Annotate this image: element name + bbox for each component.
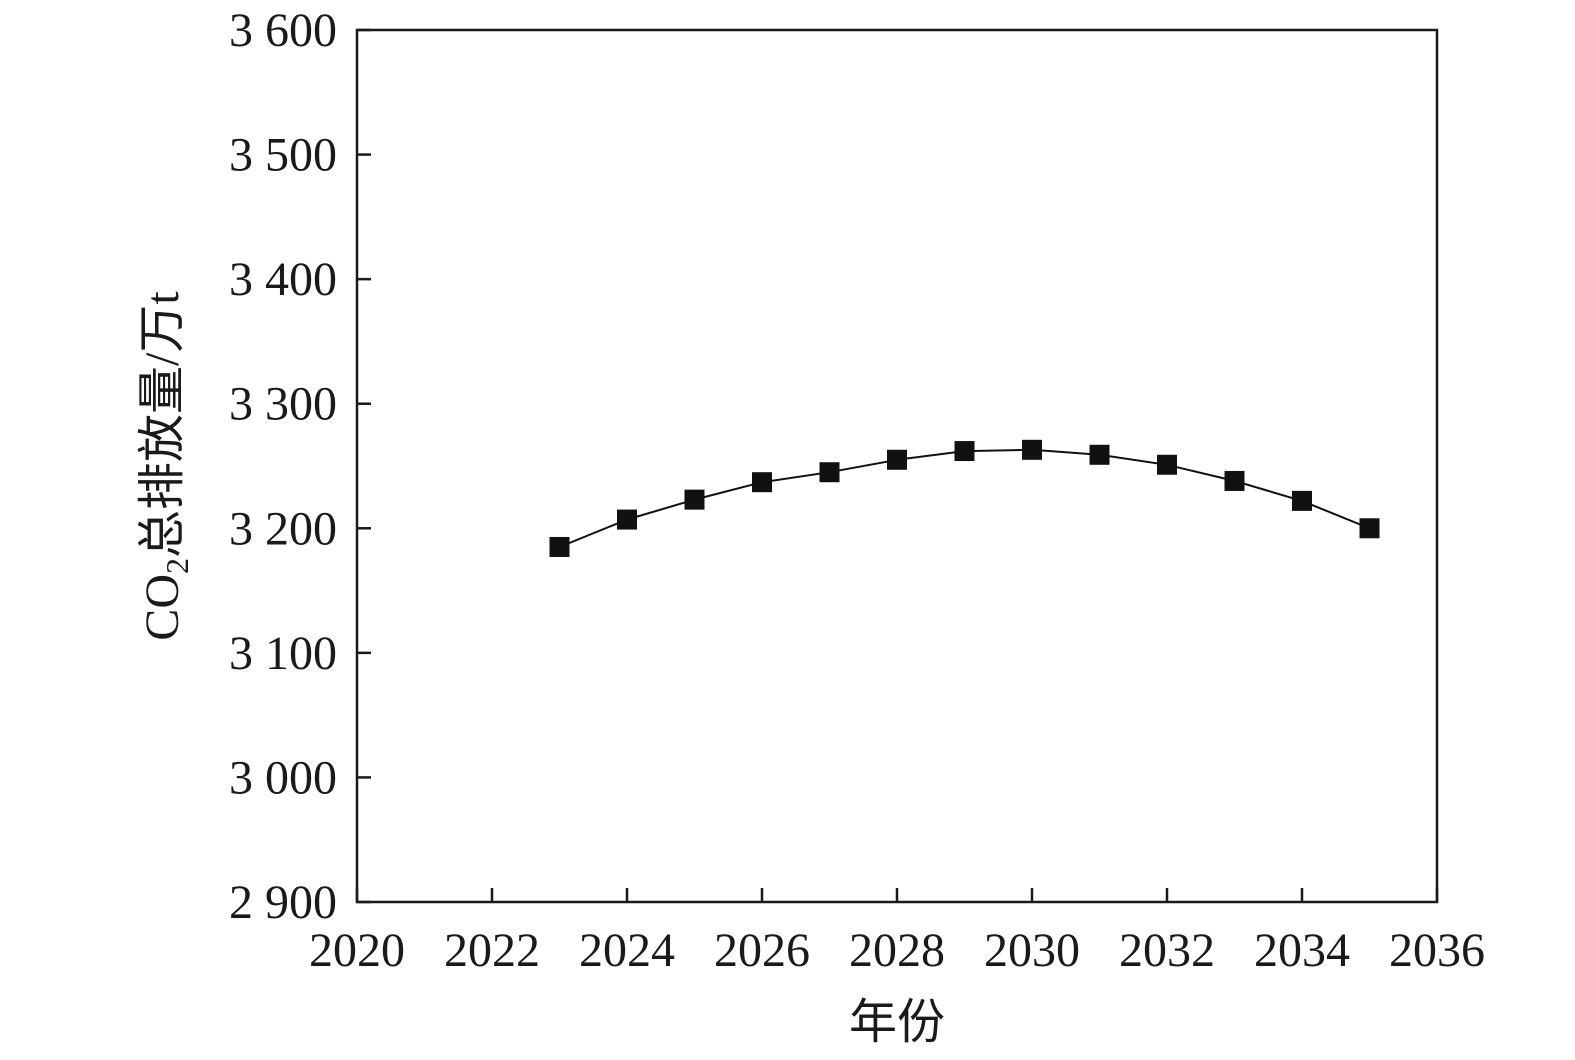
data-point-marker: [1022, 439, 1042, 460]
data-point-marker: [1292, 490, 1312, 511]
y-tick-label: 3 100: [229, 627, 337, 680]
data-point-marker: [887, 449, 907, 470]
y-axis-title-prefix: CO: [136, 574, 189, 641]
data-point-marker: [954, 441, 975, 462]
y-axis-title-suffix: 总排放量/万t: [136, 291, 189, 558]
data-point-marker: [752, 472, 772, 493]
data-point-marker: [819, 462, 840, 483]
data-point-marker: [1224, 470, 1245, 491]
x-axis-title: 年份: [849, 996, 945, 1049]
x-tick-label: 2026: [714, 924, 810, 977]
x-tick-label: 2034: [1254, 924, 1350, 977]
x-axis: 2020 2022 2024 2026 2028 2030 2032 2034 2036: [309, 888, 1485, 977]
y-axis-title-subscript: 2: [159, 558, 195, 574]
x-tick-label: 2032: [1119, 924, 1215, 977]
series-layer: [549, 439, 1380, 557]
y-tick-label: 3 600: [229, 4, 337, 57]
y-axis-title: CO2总排放量/万t: [136, 291, 195, 641]
y-tick-label: 3 500: [229, 129, 337, 182]
data-point-marker: [684, 489, 705, 510]
x-tick-label: 2022: [444, 924, 540, 977]
x-tick-label: 2020: [309, 924, 405, 977]
x-tick-label: 2024: [579, 924, 675, 977]
x-tick-label: 2030: [984, 924, 1080, 977]
series-line: [559, 448, 1370, 548]
x-tick-label: 2036: [1389, 924, 1485, 977]
y-tick-label: 3 400: [229, 253, 337, 306]
x-tick-label: 2028: [849, 924, 945, 977]
y-tick-label: 3 200: [229, 502, 337, 555]
y-axis: 2 900 3 000 3 100 3 200 3 300 3 400 3 500 3 600: [229, 4, 371, 929]
data-point-marker: [617, 509, 637, 530]
y-tick-label: 2 900: [229, 876, 337, 929]
data-point-marker: [1157, 454, 1177, 475]
data-point-marker: [1359, 518, 1380, 539]
data-point-marker: [1089, 444, 1110, 465]
data-point-marker: [549, 536, 570, 557]
y-tick-label: 3 300: [229, 378, 337, 431]
y-tick-label: 3 000: [229, 751, 337, 804]
